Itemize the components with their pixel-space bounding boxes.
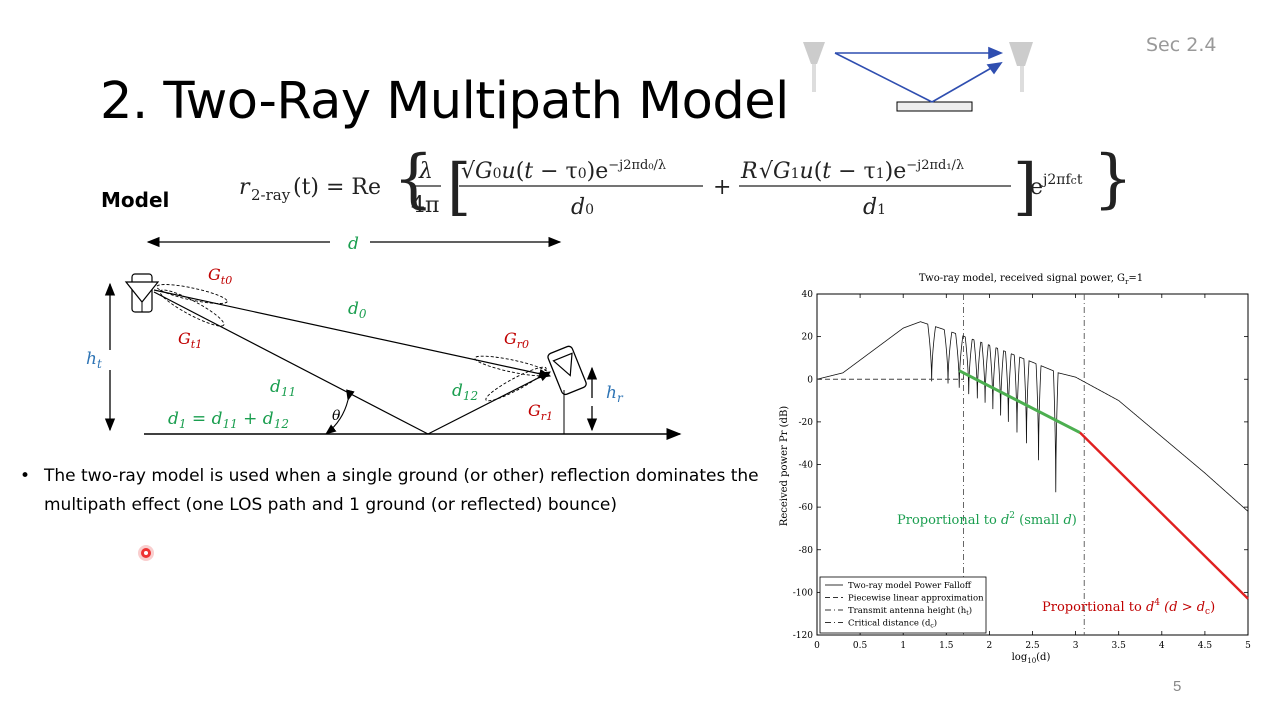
d-label: d <box>348 234 359 254</box>
y-tick-label: -60 <box>799 503 814 513</box>
chart-ylabel: Received power Pr (dB) <box>779 406 790 527</box>
gr1-sub: r1 <box>541 410 553 423</box>
x-tick-label: 4.5 <box>1198 641 1213 651</box>
d1-equation: d1 = d11 + d12 <box>168 409 289 431</box>
formula-lhs: r <box>239 175 251 200</box>
formula-lhs-arg: (t) = Re <box>293 175 381 200</box>
svg-text:hr: hr <box>606 383 624 405</box>
theta-label: θ <box>332 408 341 424</box>
svg-text:d1: d1 <box>863 195 886 220</box>
hr-sub: r <box>617 391 624 405</box>
d12-sub: 12 <box>463 389 478 403</box>
x-tick-label: 1 <box>900 641 906 651</box>
annotation-d2: Proportional to d2 (small d) <box>897 511 1077 528</box>
rx-phone-icon <box>547 345 587 396</box>
gt0-label: G <box>208 265 221 284</box>
svg-text:λ: λ <box>418 159 433 184</box>
x-tick-label: 0.5 <box>853 641 868 651</box>
gt0-sub: t0 <box>221 274 232 287</box>
annotation-d4: Proportional to d4 (d > dc) <box>1042 598 1215 617</box>
svg-text:Gr0: Gr0 <box>504 329 529 351</box>
tx-antenna-icon <box>803 42 825 92</box>
svg-text:]: ] <box>1013 150 1037 223</box>
x-tick-label: 0 <box>814 641 820 651</box>
chart-legend: Two-ray model Power Falloff Piecewise lin… <box>819 576 987 634</box>
d4-slope-line <box>1079 431 1249 600</box>
d12-label: d <box>452 381 463 401</box>
d11-label: d <box>270 377 281 397</box>
svg-text:d11: d11 <box>270 377 296 399</box>
legend-entry: Two-ray model Power Falloff <box>848 581 972 591</box>
gr1-label: G <box>528 401 541 420</box>
y-tick-label: -80 <box>799 546 814 556</box>
model-label: Model <box>101 188 170 212</box>
rx-antenna-icon <box>1009 42 1033 92</box>
x-tick-label: 3 <box>1073 641 1079 651</box>
y-tick-label: 40 <box>802 290 814 300</box>
page-number: 5 <box>1173 678 1182 695</box>
svg-text:R: R <box>740 159 758 184</box>
bullet-item: The two-ray model is used when a single … <box>20 462 760 520</box>
y-tick-label: -20 <box>799 418 814 428</box>
slide-title: 2. Two-Ray Multipath Model <box>100 72 789 131</box>
ht-label: h <box>86 349 97 369</box>
svg-text:}: } <box>1093 142 1125 216</box>
legend-entry: Transmit antenna height (ht) <box>848 605 972 617</box>
y-tick-label: -100 <box>793 588 813 598</box>
d11-sub: 11 <box>281 385 296 399</box>
received-power-chart: Two-ray model, received signal power, Gr… <box>779 273 1251 665</box>
hr-label: h <box>606 383 617 403</box>
svg-text:ht: ht <box>86 349 102 371</box>
x-tick-label: 5 <box>1245 641 1251 651</box>
legend-entry: Piecewise linear approximation <box>848 594 984 604</box>
chart-xlabel: log10(d) <box>1012 652 1051 665</box>
svg-text:Gt1: Gt1 <box>178 329 202 351</box>
y-tick-label: -120 <box>793 631 813 641</box>
laser-pointer-icon <box>141 548 151 558</box>
y-tick-label: -40 <box>799 461 814 471</box>
svg-text:4π: 4π <box>411 193 439 218</box>
x-tick-label: 3.5 <box>1112 641 1127 651</box>
d0-label: d <box>348 299 359 319</box>
svg-text:Gt0: Gt0 <box>208 265 232 287</box>
svg-text:√G1u(t − τ1)e−j2πd₁/λ: √G1u(t − τ1)e−j2πd₁/λ <box>759 158 964 184</box>
svg-text:d0: d0 <box>348 299 367 321</box>
ht-sub: t <box>97 357 102 371</box>
gr0-sub: r0 <box>517 338 529 351</box>
x-tick-label: 2 <box>987 641 993 651</box>
bullet-list: The two-ray model is used when a single … <box>20 462 760 520</box>
header-two-ray-icon <box>803 42 1033 112</box>
two-ray-curve <box>816 321 1249 512</box>
ground-reflector <box>896 101 973 112</box>
tx-phone-icon <box>124 273 160 313</box>
legend-entry: Critical distance (dc) <box>848 618 937 630</box>
svg-text:√G0u(t − τ0)e−j2πd₀/λ: √G0u(t − τ0)e−j2πd₀/λ <box>461 158 666 184</box>
svg-text:ej2πfct: ej2πfct <box>1030 172 1083 200</box>
svg-text:d0: d0 <box>571 195 594 220</box>
x-tick-label: 1.5 <box>939 641 954 651</box>
d2-slope-line <box>958 369 1081 434</box>
x-tick-label: 2.5 <box>1025 641 1040 651</box>
formula-lhs-sub: 2-ray <box>251 186 291 204</box>
y-tick-label: 20 <box>802 333 814 343</box>
gt1-label: G <box>178 329 191 348</box>
two-ray-geometry-diagram: d ht hr θ d0 d11 d12 d1 = d11 + d12 Gt0 … <box>86 234 682 440</box>
svg-text:{: { <box>393 142 434 216</box>
gr0-label: G <box>504 329 517 348</box>
svg-text:d12: d12 <box>452 381 478 403</box>
y-tick-label: 0 <box>807 375 813 385</box>
gt1-sub: t1 <box>191 338 202 351</box>
d0-sub: 0 <box>359 307 367 321</box>
chart-title: Two-ray model, received signal power, Gr… <box>919 273 1143 286</box>
x-tick-label: 4 <box>1159 641 1165 651</box>
section-label: Sec 2.4 <box>1146 34 1217 56</box>
two-ray-formula: r 2-ray (t) = Re { λ 4π [ √G0u(t − τ0)e−… <box>239 142 1125 223</box>
svg-text:+: + <box>713 175 731 200</box>
svg-text:Gr1: Gr1 <box>528 401 553 423</box>
